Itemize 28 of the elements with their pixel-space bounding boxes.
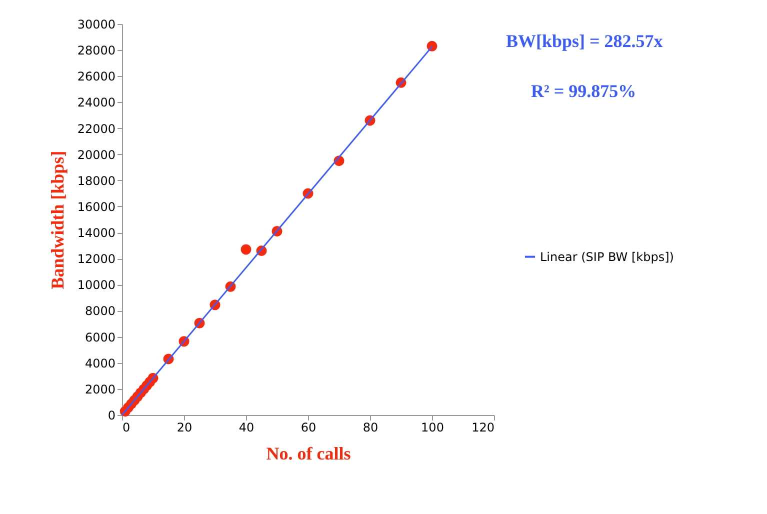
y-tick-label: 20000: [77, 148, 116, 162]
y-tick-label: 18000: [77, 174, 116, 188]
y-tick-label: 12000: [77, 252, 116, 266]
y-tick-label: 10000: [77, 278, 116, 292]
x-tick-label: 80: [362, 420, 378, 434]
y-tick-label: 2000: [84, 382, 116, 396]
y-tick-label: 6000: [84, 330, 116, 344]
y-tick-label: 14000: [77, 226, 116, 240]
y-tick-label: 0: [108, 408, 116, 422]
x-axis-title: No. of calls: [266, 444, 351, 464]
x-tick-label: 0: [122, 420, 130, 434]
x-tick-label: 120: [472, 420, 494, 434]
y-tick-label: 28000: [77, 44, 116, 58]
x-tick-label: 40: [238, 420, 254, 434]
y-tick-label: 8000: [84, 304, 116, 318]
y-tick-label: 26000: [77, 70, 116, 84]
y-tick-label: 24000: [77, 96, 116, 110]
legend-label: Linear (SIP BW [kbps]): [540, 250, 674, 264]
y-tick-label: 30000: [77, 18, 116, 32]
y-axis-title: Bandwidth [kbps]: [47, 150, 68, 290]
y-tick-label: 4000: [84, 356, 116, 370]
y-tick-label: 22000: [77, 122, 116, 136]
text: BW[kbps] = 282.57x: [506, 31, 663, 51]
x-tick-label: 20: [176, 420, 192, 434]
x-tick-label: 100: [421, 420, 444, 434]
x-tick-label: 60: [300, 420, 316, 434]
text: R² = 99.875%: [531, 81, 636, 101]
y-tick-label: 16000: [77, 200, 116, 214]
